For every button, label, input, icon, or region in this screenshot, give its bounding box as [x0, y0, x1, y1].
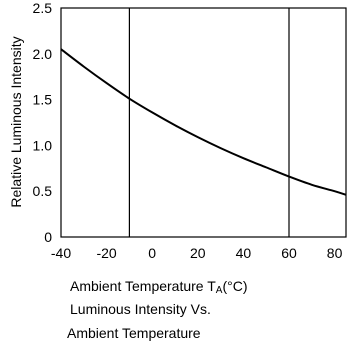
grid-layer [128, 8, 290, 237]
y-tick-label: 0.5 [33, 183, 53, 199]
x-tick-label: 40 [236, 245, 252, 261]
y-tick-labels: 0 0.5 1.0 1.5 2.0 2.5 [33, 0, 53, 245]
y-tick-label: 1.5 [33, 92, 53, 108]
plot-frame [60, 7, 347, 238]
chart: 0 0.5 1.0 1.5 2.0 2.5 -40 -20 0 20 40 60 80 Relativ… [8, 0, 347, 261]
y-tick-label: 2.0 [33, 46, 53, 62]
x-tick-labels: -40 -20 0 20 40 60 80 [51, 245, 343, 261]
y-axis-label: Relative Luminous Intensity [8, 36, 24, 207]
chart-title: Luminous Intensity Vs. [70, 301, 211, 317]
x-axis-label-unit: (°C) [222, 278, 248, 294]
y-tick-label: 0 [44, 229, 52, 245]
x-axis-label-text: Ambient Temperature T [70, 278, 216, 294]
x-tick-label: 20 [190, 245, 206, 261]
x-axis-label-subscript: A [215, 285, 223, 296]
x-tick-label: -20 [96, 245, 116, 261]
chart-subtitle: Ambient Temperature [67, 325, 201, 341]
x-tick-label: 60 [281, 245, 297, 261]
x-axis-label: Ambient Temperature TA(°C) [70, 278, 248, 296]
x-tick-label: 0 [148, 245, 156, 261]
series-line [60, 48, 347, 196]
y-tick-label: 2.5 [33, 0, 53, 16]
series-layer [60, 48, 347, 196]
y-tick-label: 1.0 [33, 137, 53, 153]
x-tick-label: 80 [327, 245, 343, 261]
x-tick-label: -40 [51, 245, 71, 261]
